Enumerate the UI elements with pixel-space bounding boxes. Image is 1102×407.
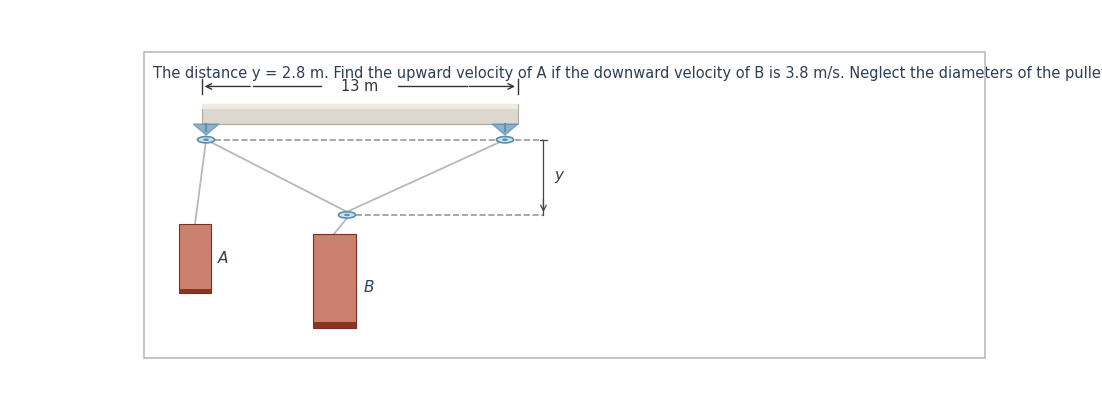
Text: B: B: [364, 280, 374, 295]
FancyBboxPatch shape: [179, 289, 212, 293]
FancyBboxPatch shape: [313, 234, 356, 328]
Circle shape: [197, 137, 215, 143]
FancyBboxPatch shape: [202, 104, 518, 124]
Text: A: A: [218, 251, 228, 266]
Circle shape: [204, 139, 208, 140]
FancyBboxPatch shape: [313, 322, 356, 328]
Circle shape: [338, 212, 356, 218]
FancyBboxPatch shape: [202, 104, 518, 109]
Text: y: y: [554, 168, 563, 183]
Text: 13 m: 13 m: [342, 79, 378, 94]
Circle shape: [345, 214, 349, 216]
Circle shape: [496, 137, 514, 143]
FancyBboxPatch shape: [179, 224, 212, 293]
Polygon shape: [493, 124, 518, 135]
Text: The distance y = 2.8 m. Find the upward velocity of A if the downward velocity o: The distance y = 2.8 m. Find the upward …: [153, 66, 1102, 81]
Polygon shape: [193, 124, 219, 135]
Circle shape: [503, 139, 507, 140]
